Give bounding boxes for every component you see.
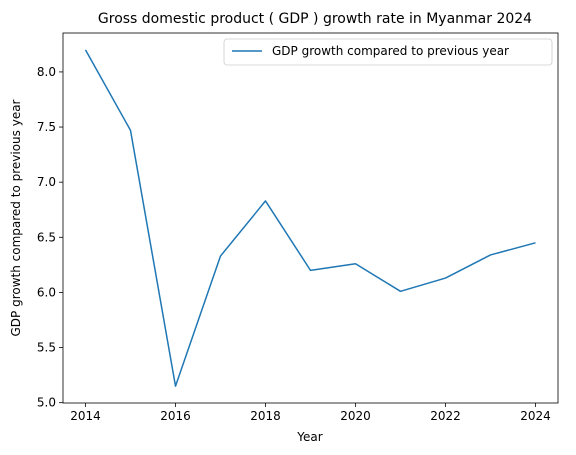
x-tick-label: 2014 xyxy=(70,409,101,423)
legend-box xyxy=(223,38,553,66)
y-tick-label: 7.5 xyxy=(37,120,56,134)
x-tick-label: 2016 xyxy=(160,409,191,423)
y-axis-label: GDP growth compared to previous year xyxy=(9,99,23,336)
y-tick-label: 6.5 xyxy=(37,230,56,244)
x-axis-label: Year xyxy=(296,430,322,444)
series-line xyxy=(84,49,536,387)
x-axis: 2014 2016 2018 2020 2022 2024 xyxy=(70,403,551,423)
x-tick-label: 2022 xyxy=(430,409,461,423)
y-tick-label: 8.0 xyxy=(37,65,56,79)
plot-area xyxy=(62,32,559,404)
x-tick-label: 2024 xyxy=(520,409,551,423)
y-tick-label: 5.0 xyxy=(37,396,56,410)
y-tick-label: 7.0 xyxy=(37,175,56,189)
legend: GDP growth compared to previous year xyxy=(223,38,553,66)
plot-frame xyxy=(62,32,559,404)
legend-label: GDP growth compared to previous year xyxy=(272,44,509,58)
chart-title: Gross domestic product ( GDP ) growth ra… xyxy=(98,11,532,27)
y-tick-label: 5.5 xyxy=(37,341,56,355)
y-axis: 5.0 5.5 6.0 6.5 7.0 7.5 8.0 xyxy=(37,65,63,410)
y-tick-label: 6.0 xyxy=(37,285,56,299)
x-tick-label: 2020 xyxy=(340,409,371,423)
series-group xyxy=(84,49,536,387)
x-tick-label: 2018 xyxy=(250,409,281,423)
